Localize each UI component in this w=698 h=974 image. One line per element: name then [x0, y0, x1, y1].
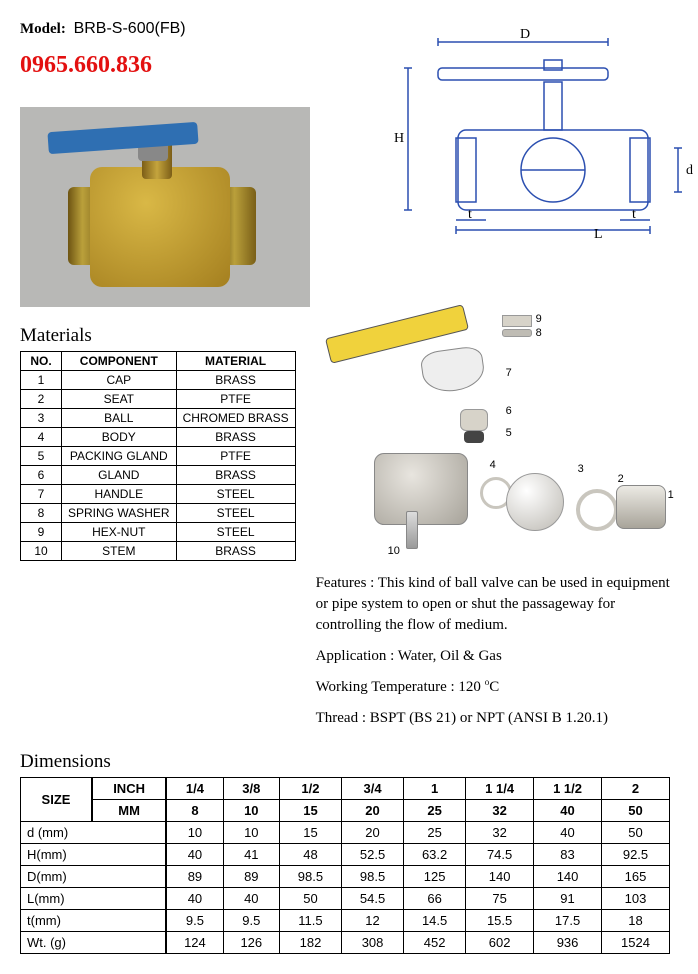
part-label-7: 7: [506, 367, 512, 379]
materials-row: 8SPRING WASHERSTEEL: [21, 504, 296, 523]
part-label-6: 6: [506, 405, 512, 417]
materials-row: 10STEMBRASS: [21, 542, 296, 561]
product-photo: [20, 107, 310, 307]
materials-row: 5PACKING GLANDPTFE: [21, 447, 296, 466]
materials-row: 4BODYBRASS: [21, 428, 296, 447]
part-label-9: 9: [536, 313, 542, 325]
thread-text: Thread : BSPT (BS 21) or NPT (ANSI B 1.2…: [316, 708, 678, 729]
materials-row: 6GLANDBRASS: [21, 466, 296, 485]
dimensions-row: D(mm)898998.598.5125140140165: [21, 866, 670, 888]
dim-label-d-lower: d: [686, 163, 693, 178]
temperature-text: Working Temperature : 120 oC: [316, 677, 678, 698]
model-value: BRB-S-600(FB): [74, 20, 186, 37]
materials-col-material: MATERIAL: [176, 352, 295, 371]
part-label-1: 1: [668, 489, 674, 501]
part-label-3: 3: [578, 463, 584, 475]
dim-label-l: L: [594, 227, 603, 240]
part-label-8: 8: [536, 327, 542, 339]
part-label-2: 2: [618, 473, 624, 485]
dimensions-row: Wt. (g)1241261823084526029361524: [21, 932, 670, 954]
materials-col-no: NO.: [21, 352, 62, 371]
dimension-diagram: D H d L t t: [338, 20, 698, 307]
features-block: Features : This kind of ball valve can b…: [316, 573, 678, 729]
dimensions-row: L(mm)40405054.5667591103: [21, 888, 670, 910]
materials-table: NO. COMPONENT MATERIAL 1CAPBRASS2SEATPTF…: [20, 351, 296, 561]
dim-label-t2: t: [632, 207, 636, 222]
model-label: Model:: [20, 21, 66, 37]
dim-label-t1: t: [468, 207, 472, 222]
materials-row: 3BALLCHROMED BRASS: [21, 409, 296, 428]
materials-heading: Materials: [20, 325, 296, 347]
model-line: Model: BRB-S-600(FB): [20, 20, 320, 38]
materials-row: 2SEATPTFE: [21, 390, 296, 409]
part-label-10: 10: [388, 545, 400, 557]
materials-row: 7HANDLESTEEL: [21, 485, 296, 504]
application-text: Application : Water, Oil & Gas: [316, 646, 678, 667]
dimensions-row: d (mm)1010152025324050: [21, 822, 670, 844]
features-text: Features : This kind of ball valve can b…: [316, 573, 678, 636]
dims-mm-label: MM: [92, 800, 166, 822]
dimensions-table: SIZE INCH 1/4 3/8 1/2 3/4 1 1 1/4 1 1/2 …: [20, 777, 670, 954]
exploded-diagram: 9 8 7 6 5 4 3 2 1 10: [316, 313, 678, 573]
dimensions-row: H(mm)40414852.563.274.58392.5: [21, 844, 670, 866]
dims-size-label: SIZE: [21, 778, 93, 822]
phone-number: 0965.660.836: [20, 52, 320, 79]
dimensions-heading: Dimensions: [20, 751, 678, 773]
part-label-4: 4: [490, 459, 496, 471]
dim-label-h: H: [394, 131, 404, 146]
part-label-5: 5: [506, 427, 512, 439]
materials-row: 1CAPBRASS: [21, 371, 296, 390]
materials-col-component: COMPONENT: [62, 352, 177, 371]
materials-row: 9HEX-NUTSTEEL: [21, 523, 296, 542]
dim-label-d-upper: D: [520, 27, 530, 42]
dims-inch-label: INCH: [92, 778, 166, 800]
